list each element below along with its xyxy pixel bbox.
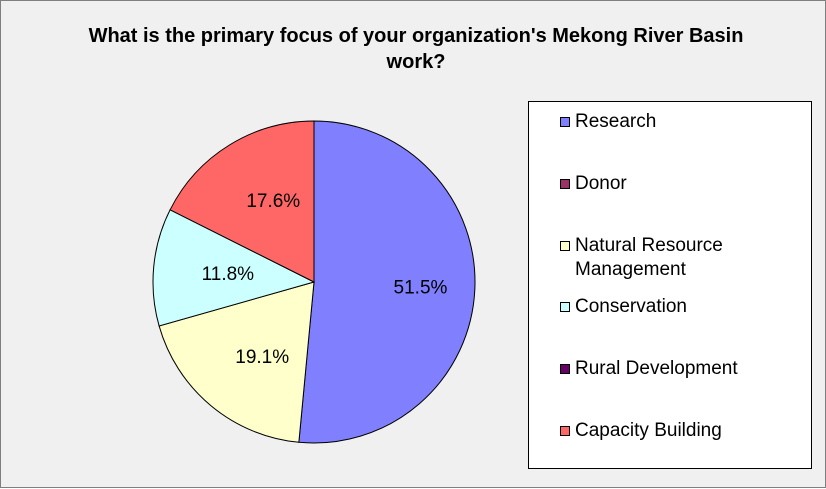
slice-label-natural-resource-management: 19.1% — [235, 347, 289, 368]
legend-item-natural-resource-management: Natural Resource Management — [560, 234, 805, 282]
legend-swatch-donor — [560, 179, 570, 189]
slice-label-research: 51.5% — [394, 278, 448, 299]
pie-slice-conservation — [152, 209, 316, 327]
legend-label-rural-development: Rural Development — [575, 358, 738, 379]
slice-label-capacity-building: 17.6% — [246, 191, 300, 212]
legend-swatch-natural-resource-management — [560, 241, 570, 251]
pie-slice-natural-resource-management — [158, 281, 315, 443]
legend-swatch-capacity-building — [560, 426, 570, 436]
legend-item-rural-development: Rural Development — [560, 357, 805, 381]
legend-swatch-conservation — [560, 302, 570, 312]
chart-title: What is the primary focus of your organi… — [88, 25, 744, 73]
legend: Research Donor Natural Resource Manageme… — [528, 101, 812, 469]
legend-label-capacity-building: Capacity Building — [575, 420, 722, 441]
legend-item-research: Research — [560, 110, 805, 134]
legend-item-donor: Donor — [560, 172, 805, 196]
legend-swatch-research — [560, 117, 570, 127]
pie-slice-research — [298, 120, 476, 444]
legend-label-conservation: Conservation — [575, 296, 687, 317]
legend-label-natural-resource-management: Natural Resource Management — [575, 235, 723, 280]
legend-label-research: Research — [575, 111, 657, 132]
legend-label-donor: Donor — [575, 173, 627, 194]
legend-item-conservation: Conservation — [560, 295, 805, 319]
legend-item-capacity-building: Capacity Building — [560, 419, 805, 443]
slice-label-conservation: 11.8% — [202, 264, 255, 285]
pie-slice-capacity-building — [169, 120, 315, 283]
legend-swatch-rural-development — [560, 364, 570, 374]
